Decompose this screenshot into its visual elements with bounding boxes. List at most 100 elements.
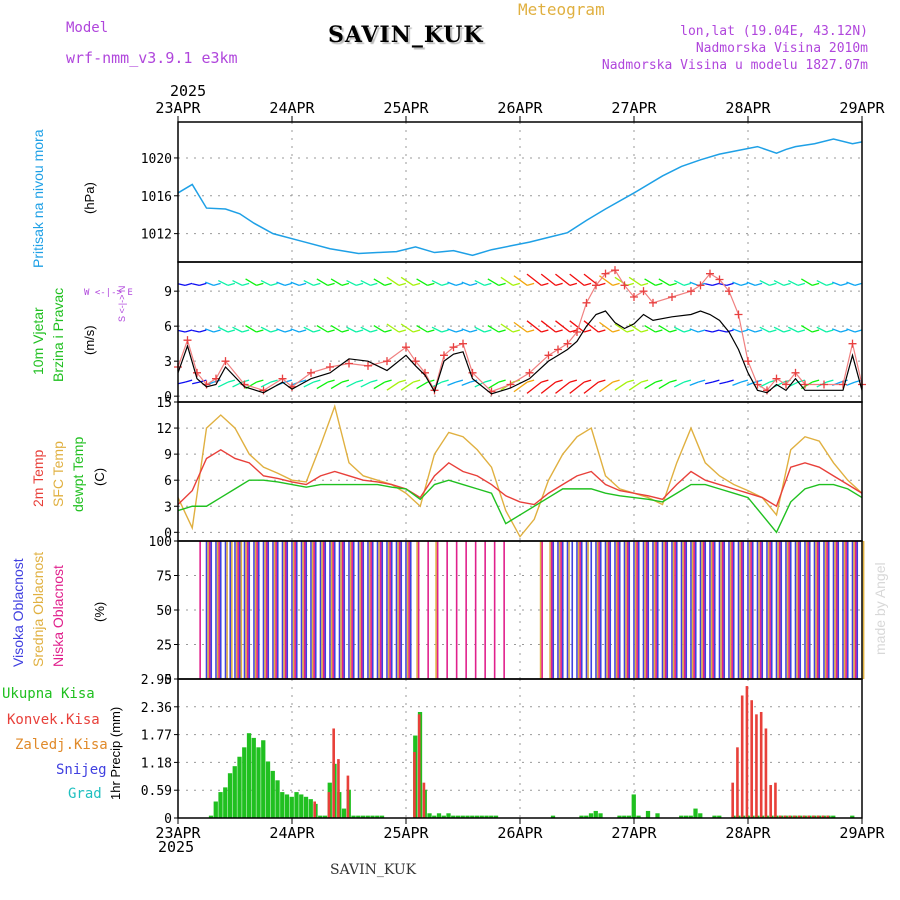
wind-barb — [540, 381, 557, 394]
precip-total-bar — [218, 792, 223, 818]
wind-barb-tail — [427, 329, 435, 333]
precip-conv-bar — [332, 728, 335, 818]
precip-total-bar — [370, 815, 375, 818]
wind-barb — [260, 326, 271, 333]
y-tick-label: 6 — [164, 474, 172, 489]
precip-conv-bar — [778, 815, 782, 818]
wind-barb — [217, 326, 229, 333]
wind-barb-tail — [398, 329, 407, 333]
y-tick-label: 1020 — [141, 152, 172, 167]
wind-barb — [689, 381, 699, 386]
precip-conv-bar — [731, 782, 734, 818]
precip-total-bar — [593, 810, 598, 818]
wind-gust-marker — [573, 328, 581, 336]
wind-barb-tail — [526, 282, 535, 286]
wind-barb — [773, 279, 784, 286]
precip-conv-bar — [755, 714, 758, 818]
wind-barb-tail — [469, 379, 478, 383]
wind-barb-tail — [227, 282, 236, 286]
precip-conv-bar — [774, 782, 777, 818]
wind-barb-tail — [313, 379, 321, 383]
wind-barb — [644, 278, 656, 286]
lonlat-label: lon,lat (19.04E, 43.12N) — [680, 24, 868, 39]
precip-conv-bar — [797, 815, 801, 818]
precip-total-bar — [427, 813, 432, 818]
precip-conv-bar — [816, 815, 820, 818]
wind-barb — [330, 325, 343, 333]
wind-barb-tail — [740, 379, 749, 383]
wind-barb — [673, 381, 685, 388]
wind-barb-row — [177, 320, 863, 333]
precip-total-bar — [584, 815, 589, 818]
wind-barb — [373, 381, 385, 390]
wind-barb-tail — [697, 379, 706, 383]
precip-total-bar — [251, 737, 256, 818]
wind-barb-tail — [270, 282, 278, 286]
wind-gust-marker — [630, 293, 638, 301]
wind-barb — [416, 325, 428, 333]
wind-barb — [628, 381, 642, 391]
wind-barb-tail — [769, 329, 777, 333]
precip-total-bar — [446, 813, 451, 818]
wind-barb — [732, 328, 742, 333]
wind-barb-tail — [740, 282, 749, 286]
precip-total-bar — [636, 815, 641, 818]
y-tick-label: 9 — [164, 448, 172, 463]
wind-barb-tail — [555, 379, 563, 383]
wind-gust-marker — [839, 380, 847, 389]
precip-conv-bar — [413, 752, 416, 818]
wind-barb — [461, 281, 471, 286]
wind-barb — [705, 283, 713, 286]
wind-barb — [245, 325, 257, 333]
wind-barb — [431, 326, 442, 333]
wind-barb-tail — [683, 379, 692, 383]
wind-barb — [500, 323, 514, 333]
wind-barb — [846, 381, 856, 386]
precip-total-bar — [341, 808, 347, 818]
precip-total-bar — [698, 813, 703, 818]
wind-barb-tail — [213, 379, 221, 383]
wind-barb-tail — [469, 329, 478, 333]
wind-barb — [569, 320, 585, 333]
precip-total-bar — [246, 733, 252, 818]
precip-label-snow: Snijeg — [56, 762, 107, 778]
wind-barb-tail — [512, 329, 521, 333]
wind-barb-tail — [512, 282, 521, 286]
precip-total-bar — [265, 761, 271, 818]
wind-barb — [787, 326, 799, 333]
wind-barb-tail — [754, 329, 763, 333]
wind-barb-tail — [840, 282, 848, 286]
y-tick-label: 1016 — [141, 190, 172, 205]
panel-frame — [177, 121, 863, 263]
y-tick-label: 3 — [164, 500, 172, 515]
precip-conv-bar — [807, 815, 810, 818]
wind-gust-marker — [592, 281, 600, 290]
wind-barb-tail — [569, 379, 578, 383]
wind-barb-tail — [854, 329, 863, 333]
y-tick-label: 0 — [164, 526, 172, 541]
wind-barb-tail — [384, 329, 392, 333]
wind-barb-tail — [669, 282, 677, 286]
precip-label-hail: Grad — [68, 786, 102, 802]
wind-gust-marker — [193, 368, 201, 377]
wind-barb-tail — [241, 329, 250, 333]
precip-total-bar — [465, 815, 470, 818]
day-label-top: 27APR — [611, 99, 657, 117]
wind-compass-we: W <-|-> E — [84, 288, 133, 298]
wind-gust-marker — [183, 336, 192, 345]
wind-barb — [400, 276, 414, 286]
wind-barb — [461, 381, 471, 386]
wind-speed-line — [177, 310, 863, 395]
wind-barb-tail — [327, 329, 335, 333]
wind-barb-tail — [384, 379, 392, 383]
wind-barb-tail — [270, 329, 278, 333]
day-label-top: 23APR — [155, 99, 201, 117]
wind-barb-tail — [783, 282, 791, 286]
model-elevation-label: Nadmorska Visina u modelu 1827.07m — [601, 58, 868, 73]
wind-barb-tail — [484, 282, 492, 286]
wind-barb-tail — [256, 329, 264, 333]
wind-gust-marker — [563, 339, 572, 348]
y-tick-label: 2.36 — [141, 701, 172, 716]
wind-barb — [732, 281, 742, 286]
wind-barb-tail — [640, 379, 649, 383]
